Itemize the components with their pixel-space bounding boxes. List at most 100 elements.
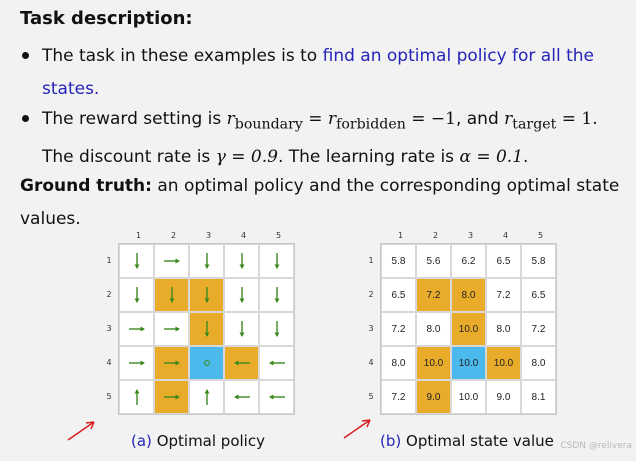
value-cell: 6.5 [521,278,556,312]
value-cell: 8.1 [521,380,556,414]
policy-cell [154,312,189,346]
value-cell: 10.0 [451,312,486,346]
stay-circle-icon [203,360,210,366]
value-cell: 9.0 [416,380,451,414]
value-cell: 5.8 [521,244,556,278]
row-label: 1 [368,256,374,265]
policy-cell [189,312,224,346]
arrow-down-icon [204,287,209,303]
value-cell: 6.5 [486,244,521,278]
policy-cell [119,312,154,346]
watermark: CSDN @relivera [560,441,632,451]
value-cell: 10.0 [486,346,521,380]
policy-cell [189,346,224,380]
value-cell: 8.0 [416,312,451,346]
value-cell: 8.0 [486,312,521,346]
arrow-left-icon [268,394,285,400]
bullet-dot [22,52,29,59]
column-label: 3 [467,231,474,240]
arrow-down-icon [134,253,139,269]
column-label: 1 [397,231,404,240]
policy-cell [119,278,154,312]
value-cell: 7.2 [381,380,416,414]
row-label: 4 [368,358,374,367]
policy-cell [154,346,189,380]
value-cell: 8.0 [381,346,416,380]
learning-rate-prefix: . The learning rate is [277,147,460,168]
policy-cell [154,244,189,278]
column-label: 4 [502,231,509,240]
arrow-left-icon [268,360,285,366]
value-cell: 5.6 [416,244,451,278]
arrow-down-icon [274,321,279,337]
row-label: 4 [106,358,112,367]
policy-cell [224,244,259,278]
column-label: 1 [135,231,142,240]
arrow-right-icon [128,326,145,332]
arrow-down-icon [134,287,139,303]
policy-grid [118,243,295,415]
row-label: 5 [368,392,374,401]
arrow-down-icon [274,287,279,303]
gamma-value: γ = 0.9 [215,147,278,168]
arrow-down-icon [239,253,244,269]
value-cell: 7.2 [416,278,451,312]
policy-cell [224,346,259,380]
ground-truth-label: Ground truth: [20,176,152,196]
column-label: 2 [170,231,177,240]
arrow-right-icon [163,360,180,366]
reward-and: , and [455,109,505,129]
row-label: 1 [106,256,112,265]
discount-prefix: The discount rate is [42,147,216,168]
annotation-arrow-icon [343,419,371,439]
ground-truth-text: an optimal policy and the corresponding … [151,176,620,196]
arrow-down-icon [204,321,209,337]
policy-cell [119,346,154,380]
arrow-down-icon [239,287,244,303]
arrow-down-icon [169,287,174,303]
policy-cell [189,380,224,414]
value-cell: 9.0 [486,380,521,414]
policy-cell [259,312,294,346]
value-cell: 7.2 [521,312,556,346]
policy-cell [259,244,294,278]
policy-cell [259,346,294,380]
row-label: 2 [106,290,112,299]
row-label: 2 [368,290,374,299]
arrow-right-icon [163,258,180,264]
value-grid: 5.8 5.6 6.2 6.5 5.8 6.5 7.2 8.0 7.2 6.5 7.2 8.0 10.0… [380,243,557,415]
annotation-arrow-icon [67,421,95,441]
r-target: rtarget = 1. [504,109,598,133]
arrow-left-icon [233,360,250,366]
policy-cell [119,380,154,414]
value-cell: 10.0 [451,380,486,414]
arrow-down-icon [274,253,279,269]
r-boundary: rboundary = rforbidden = −1 [226,109,456,133]
arrow-up-icon [134,389,139,405]
bullet-dot [22,115,29,122]
policy-cell [119,244,154,278]
policy-cell [259,278,294,312]
policy-cell [224,312,259,346]
arrow-down-icon [204,253,209,269]
alpha-value: α = 0.1 [459,147,524,168]
arrow-up-icon [204,389,209,405]
bullet-task-highlight-cont: states. [42,79,100,99]
arrow-down-icon [239,321,244,337]
policy-cell [154,380,189,414]
column-label: 4 [240,231,247,240]
value-cell: 8.0 [521,346,556,380]
policy-cell [224,278,259,312]
ground-truth-paragraph: Ground truth: an optimal policy and the … [20,176,620,229]
column-label: 5 [537,231,544,240]
value-cell: 10.0 [416,346,451,380]
value-caption: (b) Optimal state value [380,432,554,450]
row-label: 3 [368,324,374,333]
value-cell: 10.0 [451,346,486,380]
value-cell: 8.0 [451,278,486,312]
value-cell: 7.2 [486,278,521,312]
row-label: 5 [106,392,112,401]
value-cell: 6.5 [381,278,416,312]
reward-prefix: The reward setting is [42,109,227,129]
arrow-right-icon [128,360,145,366]
